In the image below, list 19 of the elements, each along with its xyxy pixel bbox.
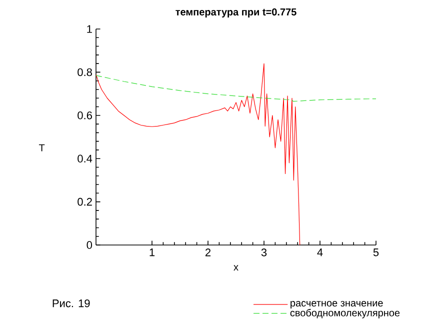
y-tick-label: 1: [87, 25, 92, 33]
text: Рис. 19: [52, 299, 90, 308]
y-tick-label: 0.8: [78, 68, 92, 76]
x-tick-label: 5: [373, 248, 379, 256]
legend-label: расчетное значение: [290, 301, 383, 308]
x-tick-label: 2: [205, 248, 211, 256]
line-series: [96, 75, 376, 102]
x-tick-label: 3: [261, 248, 267, 256]
line-series: [96, 63, 300, 245]
x-axis-title: x: [234, 265, 238, 270]
y-tick-label: 0.2: [78, 198, 92, 206]
y-tick-label: 0.6: [78, 112, 92, 120]
y-tick-label: 0.4: [78, 154, 92, 162]
legend-label: свободномолекулярное: [290, 308, 400, 318]
x-tick-label: 4: [317, 248, 323, 256]
y-axis-title: T: [38, 144, 45, 152]
chart-title: температура при t=0.775: [176, 8, 296, 18]
y-tick-label: 0: [86, 241, 92, 249]
x-tick-label: 1: [150, 248, 155, 256]
